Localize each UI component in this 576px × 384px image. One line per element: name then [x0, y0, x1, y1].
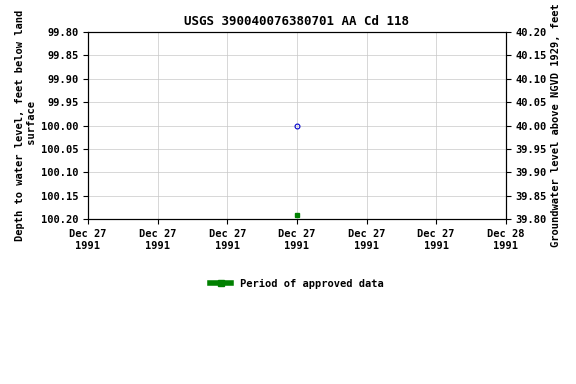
- Legend: Period of approved data: Period of approved data: [206, 275, 388, 293]
- Y-axis label: Depth to water level, feet below land
 surface: Depth to water level, feet below land su…: [15, 10, 37, 241]
- Title: USGS 390040076380701 AA Cd 118: USGS 390040076380701 AA Cd 118: [184, 15, 410, 28]
- Y-axis label: Groundwater level above NGVD 1929, feet: Groundwater level above NGVD 1929, feet: [551, 4, 561, 248]
